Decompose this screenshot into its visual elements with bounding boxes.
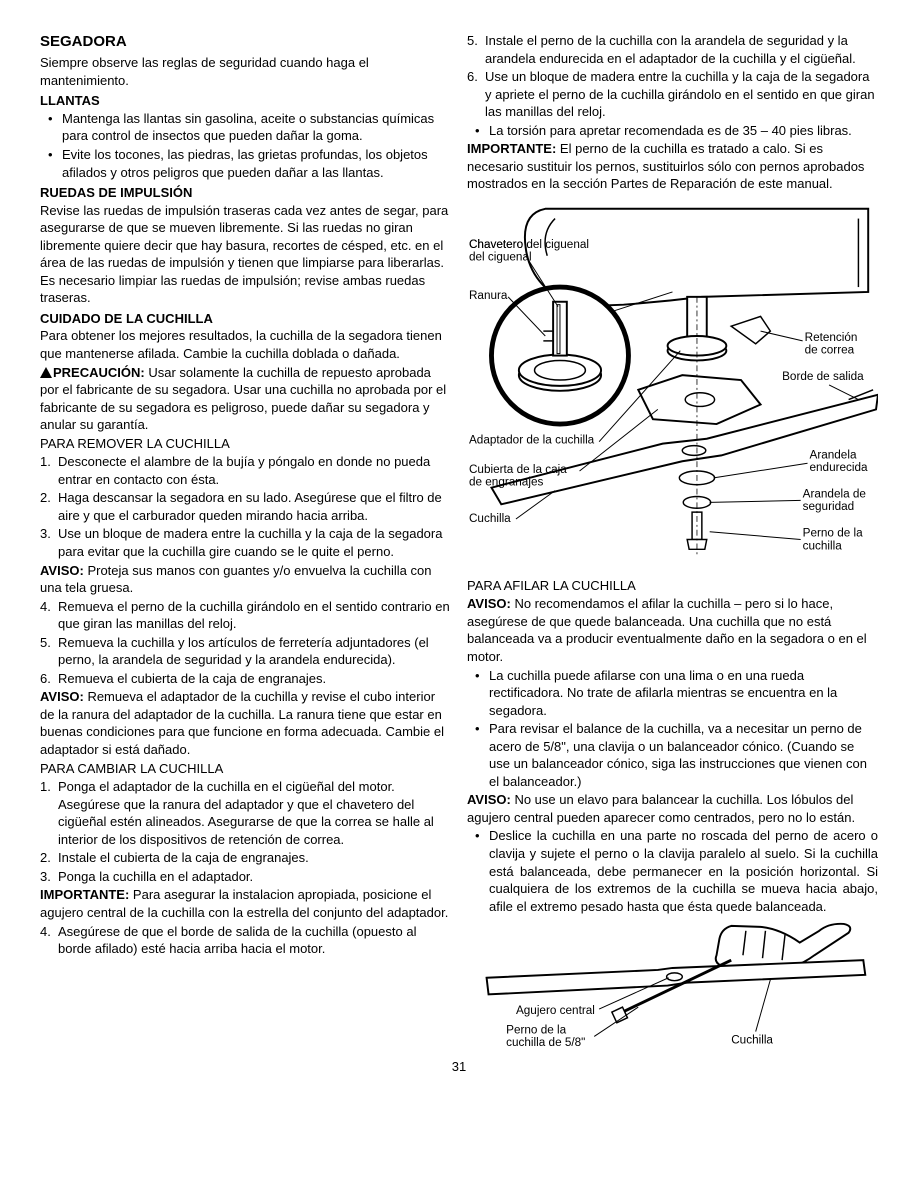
aviso2: AVISO: Remueva el adaptador de la cuchil… [40,688,451,758]
list-item: Deslice la cuchilla en una parte no rosc… [479,827,878,915]
aviso-text: Proteja sus manos con guantes y/o envuel… [40,563,431,596]
aviso1: AVISO: Proteja sus manos con guantes y/o… [40,562,451,597]
list-item: 4.Asegúrese de que el borde de salida de… [40,923,451,958]
precaucion-label: PRECAUCIÓN: [53,365,145,380]
svg-text:Agujero central: Agujero central [516,1004,595,1017]
svg-text:Perno de lacuchilla: Perno de lacuchilla [803,527,863,553]
list-item: 3.Ponga la cuchilla en el adaptador. [40,868,451,886]
svg-text:Arandelaendurecida: Arandelaendurecida [809,448,868,474]
aviso-text: Remueva el adaptador de la cuchilla y re… [40,689,444,757]
svg-text:Borde de salida: Borde de salida [782,370,864,383]
aviso-label: AVISO: [467,792,511,807]
list-item: 3.Use un bloque de madera entre la cuchi… [40,525,451,560]
aviso-label: AVISO: [467,596,511,611]
heading-ruedas: RUEDAS DE IMPULSIÓN [40,184,451,202]
precaucion: PRECAUCIÓN: Usar solamente la cuchilla d… [40,364,451,434]
importante2: IMPORTANTE: El perno de la cuchilla es t… [467,140,878,193]
list-item: 5.Remueva la cuchilla y los artículos de… [40,634,451,669]
svg-text:Chaveterodel ciguenal: Chaveterodel ciguenal [469,238,532,264]
remover-heading: PARA REMOVER LA CUCHILLA [40,435,451,453]
svg-text:Arandela deseguridad: Arandela deseguridad [803,487,866,513]
intro-text: Siempre observe las reglas de seguridad … [40,54,451,89]
list-item: La cuchilla puede afilarse con una lima … [479,667,878,720]
list-item: 5.Instale el perno de la cuchilla con la… [467,32,878,67]
remover-steps2: 4.Remueva el perno de la cuchilla giránd… [40,598,451,688]
blade-assembly-diagram: Chavetero del ciguenal Chaveterodel cigu… [467,199,878,571]
aviso-text: No recomendamos el afilar la cuchilla – … [467,596,867,664]
list-item: Mantenga las llantas sin gasolina, aceit… [52,110,451,145]
list-item: 2.Instale el cubierta de la caja de engr… [40,849,451,867]
aviso-text: No use un elavo para balancear la cuchil… [467,792,855,825]
list-item: Para revisar el balance de la cuchilla, … [479,720,878,790]
cambiar-steps: 1.Ponga el adaptador de la cuchilla en e… [40,778,451,885]
torsion-list: La torsión para apretar recomendada es d… [467,122,878,140]
afilar-aviso2: AVISO: No use un elavo para balancear la… [467,791,878,826]
svg-text:Cuchilla: Cuchilla [469,512,511,525]
list-item: Evite los tocones, las piedras, las grie… [52,146,451,181]
steps56: 5.Instale el perno de la cuchilla con la… [467,32,878,121]
svg-text:Retenciónde correa: Retenciónde correa [805,331,858,357]
afilar-aviso: AVISO: No recomendamos el afilar la cuch… [467,595,878,665]
list-item: 1.Ponga el adaptador de la cuchilla en e… [40,778,451,848]
svg-text:Ranura: Ranura [469,289,508,302]
warning-icon [40,367,52,378]
afilar-heading: PARA AFILAR LA CUCHILLA [467,577,878,595]
llantas-list: Mantenga las llantas sin gasolina, aceit… [40,110,451,181]
list-item: 6.Remueva el cubierta de la caja de engr… [40,670,451,688]
ruedas-body: Revise las ruedas de impulsión traseras … [40,202,451,307]
svg-text:Adaptador de la cuchilla: Adaptador de la cuchilla [469,434,595,447]
cambiar-heading: PARA CAMBIAR LA CUCHILLA [40,760,451,778]
afilar-list: La cuchilla puede afilarse con una lima … [467,667,878,791]
blade-balance-diagram: Agujero central Perno de lacuchilla de 5… [467,921,878,1048]
list-item: 1.Desconecte el alambre de la bujía y pó… [40,453,451,488]
page-number: 31 [40,1058,878,1076]
heading-llantas: LLANTAS [40,92,451,110]
cuidado-body: Para obtener los mejores resultados, la … [40,327,451,362]
step4: 4.Asegúrese de que el borde de salida de… [40,923,451,958]
importante-label: IMPORTANTE: [467,141,556,156]
remover-steps: 1.Desconecte el alambre de la bujía y pó… [40,453,451,560]
heading-cuidado: CUIDADO DE LA CUCHILLA [40,310,451,328]
importante-label: IMPORTANTE: [40,887,129,902]
aviso-label: AVISO: [40,563,84,578]
svg-text:Cuchilla: Cuchilla [731,1033,773,1046]
importante1: IMPORTANTE: Para asegurar la instalacion… [40,886,451,921]
aviso-label: AVISO: [40,689,84,704]
list-item: 2.Haga descansar la segadora en su lado.… [40,489,451,524]
list-item: La torsión para apretar recomendada es d… [479,122,878,140]
list-item: 4.Remueva el perno de la cuchilla giránd… [40,598,451,633]
page-title: SEGADORA [40,32,451,52]
svg-text:Perno de lacuchilla de 5/8": Perno de lacuchilla de 5/8" [506,1024,585,1049]
afilar-list2: Deslice la cuchilla en una parte no rosc… [467,827,878,915]
list-item: 6.Use un bloque de madera entre la cuchi… [467,68,878,121]
